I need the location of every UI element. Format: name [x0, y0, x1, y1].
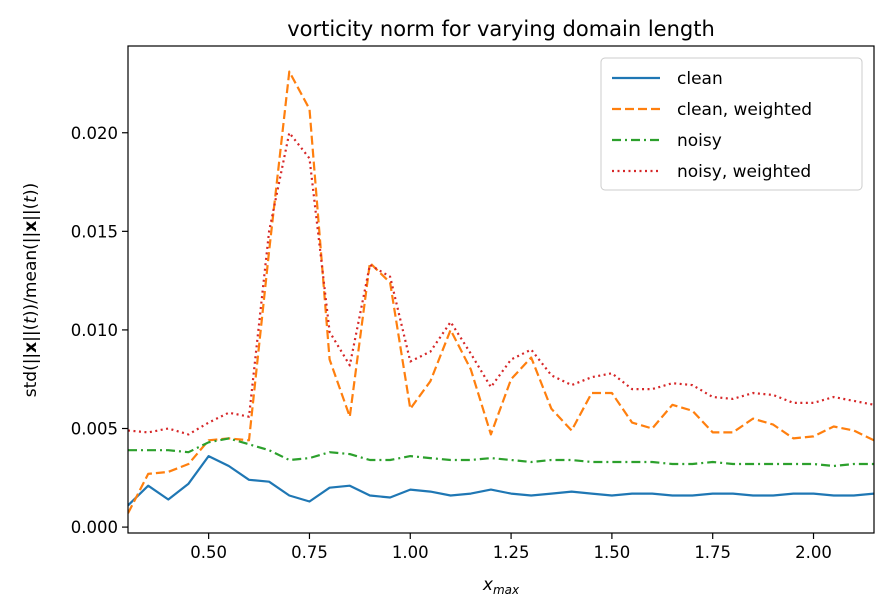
x-axis: 0.50 0.75 1.00 1.25 1.50 1.75 2.00 [190, 533, 832, 562]
x-tick-label: 0.50 [190, 543, 227, 562]
x-axis-label: xmax [482, 575, 520, 597]
x-tick-label: 1.50 [594, 543, 631, 562]
x-tick-label: 1.25 [493, 543, 530, 562]
legend-label: clean [677, 69, 723, 89]
series-line-2 [128, 70, 874, 514]
y-axis: 0.000 0.005 0.010 0.015 0.020 [71, 124, 128, 537]
series-line-3 [128, 437, 874, 468]
x-tick-label: 0.75 [291, 543, 328, 562]
y-tick-label: 0.000 [71, 518, 118, 537]
y-axis-label: std(||x||(t))/mean(||x||(t)) [21, 183, 41, 398]
legend-box [600, 57, 863, 191]
series-layer [128, 70, 874, 514]
y-tick-label: 0.005 [71, 420, 118, 439]
y-tick-label: 0.015 [71, 222, 118, 241]
legend-label: clean, weighted [677, 100, 812, 120]
legend: clean clean, weighted noisy noisy, weighted [600, 57, 863, 191]
legend-label: noisy [677, 131, 722, 151]
y-tick-label: 0.010 [71, 321, 118, 340]
y-tick-label: 0.020 [71, 124, 118, 143]
x-tick-label: 2.00 [795, 543, 832, 562]
legend-label: noisy, weighted [677, 162, 811, 182]
x-tick-label: 1.75 [694, 543, 731, 562]
series-line-1 [128, 455, 874, 507]
chart-title: vorticity norm for varying domain length [287, 17, 715, 41]
plot-frame [127, 45, 875, 534]
x-tick-label: 1.00 [392, 543, 429, 562]
